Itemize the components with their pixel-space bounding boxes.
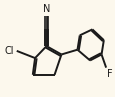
Text: F: F	[106, 69, 112, 79]
Text: N: N	[42, 4, 50, 14]
Text: Cl: Cl	[5, 46, 14, 56]
